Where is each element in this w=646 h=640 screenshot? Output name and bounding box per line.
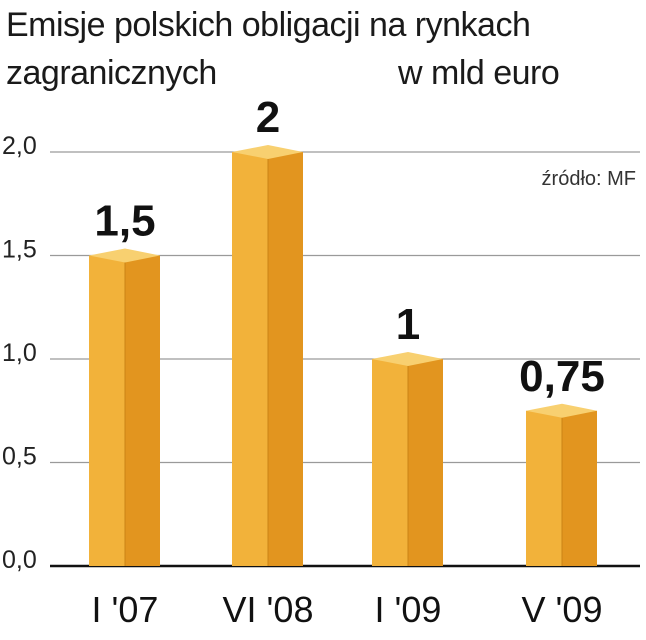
bar-front <box>372 359 408 566</box>
bar-side <box>268 152 303 566</box>
x-category-label: I '09 <box>375 589 442 630</box>
bar-side <box>125 255 160 566</box>
chart-unit: w mld euro <box>397 54 559 92</box>
bar-top <box>232 145 303 159</box>
bar-value-label: 1 <box>396 300 420 349</box>
bar-value-label: 2 <box>256 93 280 142</box>
chart-source: źródło: MF <box>542 168 636 190</box>
bar-top <box>372 352 443 366</box>
bar-front <box>526 410 562 566</box>
bar-front <box>232 152 268 566</box>
y-tick-label: 2,0 <box>2 132 37 160</box>
labels-layer: 1,5 I '07 2 VI '08 1 I '09 0,75 V '09 <box>92 93 605 630</box>
y-tick-label: 0,0 <box>2 546 37 574</box>
x-category-label: I '07 <box>92 589 159 630</box>
y-tick-label: 1,0 <box>2 339 37 367</box>
bars-layer <box>89 145 597 566</box>
bar-value-label: 0,75 <box>519 352 605 401</box>
bar-value-label: 1,5 <box>94 197 155 246</box>
grid-layer: 0,0 0,5 1,0 1,5 2,0 <box>2 132 640 574</box>
bar-front <box>89 255 125 566</box>
bar-top <box>526 403 597 418</box>
chart-title-line2: zagranicznych <box>6 54 217 92</box>
y-tick-label: 0,5 <box>2 443 37 471</box>
bar-side <box>562 410 597 566</box>
x-category-label: VI '08 <box>223 589 314 630</box>
chart-title-line1: Emisje polskich obligacji na rynkach <box>6 6 530 44</box>
bar-top <box>89 248 160 263</box>
y-tick-label: 1,5 <box>2 236 37 264</box>
bar-side <box>408 359 443 566</box>
x-category-label: V '09 <box>522 589 603 630</box>
